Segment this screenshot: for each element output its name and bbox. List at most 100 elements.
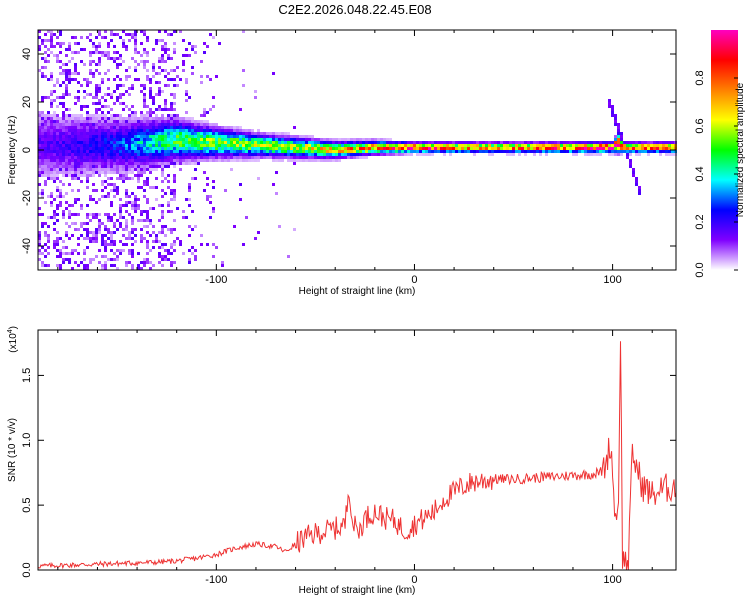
spectrogram-cell — [134, 33, 137, 36]
spectrogram-cell — [68, 45, 71, 48]
spectrogram-cell — [68, 69, 71, 72]
spectrogram-cell — [86, 81, 89, 84]
spectrogram-cell — [176, 75, 179, 78]
spectrogram-cell — [263, 135, 266, 138]
spectrogram-cell — [149, 135, 152, 138]
spectrogram-cell — [89, 153, 92, 156]
spectrogram-cell — [170, 132, 173, 135]
spectrogram-cell — [440, 147, 443, 150]
spectrogram-cell — [149, 120, 152, 123]
spectrogram-cell — [101, 111, 104, 114]
spectrogram-cell — [365, 150, 368, 153]
spectrogram-cell — [71, 138, 74, 141]
spectrogram-cell — [197, 138, 200, 141]
spectrogram-cell — [359, 156, 362, 159]
spectrogram-cell — [95, 144, 98, 147]
spectrogram-cell — [383, 147, 386, 150]
spectrogram-cell — [317, 144, 320, 147]
spectrogram-cell — [365, 153, 368, 156]
spectrogram-cell — [143, 210, 146, 213]
spectrogram-cell — [41, 165, 44, 168]
spectrogram-cell — [170, 102, 173, 105]
spectrogram-cell — [290, 159, 293, 162]
spectrogram-cell — [539, 141, 542, 144]
spectrogram-cell — [437, 141, 440, 144]
spectrogram-cell — [98, 102, 101, 105]
spectrogram-cell — [143, 261, 146, 264]
spectrogram-cell — [290, 135, 293, 138]
spectrogram-cell — [497, 144, 500, 147]
spectrogram-cell — [152, 117, 155, 120]
spectrogram-cell — [65, 231, 68, 234]
spectrogram-cell — [128, 33, 131, 36]
spectrogram-cell — [128, 141, 131, 144]
spectrogram-cell — [77, 174, 80, 177]
spectrogram-cell — [38, 156, 41, 159]
spectrogram-cell — [167, 150, 170, 153]
spectrogram-cell — [356, 144, 359, 147]
spectrogram-cell — [44, 231, 47, 234]
spectrogram-cell — [539, 144, 542, 147]
spectrogram-cell — [620, 135, 623, 138]
spectrogram-cell — [359, 147, 362, 150]
spectrogram-cell — [188, 135, 191, 138]
spectrogram-cell — [86, 246, 89, 249]
spectrogram-cell — [446, 144, 449, 147]
spectrogram-cell — [53, 180, 56, 183]
spectrogram-cell — [113, 51, 116, 54]
spectrogram-cell — [278, 153, 281, 156]
spectrogram-cell — [86, 132, 89, 135]
spectrogram-cell — [398, 153, 401, 156]
spectrogram-cell — [251, 150, 254, 153]
spectrogram-cell — [47, 171, 50, 174]
spectrogram-cell — [38, 231, 41, 234]
spectrogram-cell — [173, 69, 176, 72]
spectrogram-cell — [107, 177, 110, 180]
spectrogram-cell — [95, 126, 98, 129]
spectrogram-cell — [68, 120, 71, 123]
spectrogram-cell — [176, 114, 179, 117]
spectrogram-cell — [167, 84, 170, 87]
spectrogram-cell — [587, 144, 590, 147]
spectrogram-cell — [125, 243, 128, 246]
spectrogram-cell — [101, 81, 104, 84]
spectrogram-cell — [59, 192, 62, 195]
spectrogram-cell — [260, 156, 263, 159]
spectrogram-cell — [449, 153, 452, 156]
spectrogram-cell — [179, 30, 182, 33]
spectrogram-cell — [200, 60, 203, 63]
spectrogram-cell — [224, 150, 227, 153]
spectrogram-cell — [278, 159, 281, 162]
spectrogram-cell — [116, 120, 119, 123]
spectrogram-cell — [557, 141, 560, 144]
spectrogram-cell — [347, 156, 350, 159]
spectrogram-cell — [164, 102, 167, 105]
spectrogram-cell — [68, 144, 71, 147]
spectrogram-cell — [230, 129, 233, 132]
spectrogram-cell — [443, 150, 446, 153]
spectrogram-cell — [164, 69, 167, 72]
spectrogram-cell — [71, 132, 74, 135]
spectrogram-cell — [230, 156, 233, 159]
spectrogram-cell — [86, 150, 89, 153]
spectrogram-cell — [122, 117, 125, 120]
spectrogram-cell — [254, 147, 257, 150]
spectrogram-cell — [620, 138, 623, 141]
spectrogram-cell — [68, 252, 71, 255]
spectrogram-cell — [620, 141, 623, 144]
spectrogram-cell — [50, 99, 53, 102]
spectrogram-cell — [98, 213, 101, 216]
spectrogram-cell — [377, 138, 380, 141]
spectrogram-cell — [146, 183, 149, 186]
spectrogram-cell — [167, 114, 170, 117]
spectrogram-cell — [107, 126, 110, 129]
spectrogram-cell — [278, 141, 281, 144]
spectrogram-cell — [86, 264, 89, 267]
spectrogram-cell — [98, 174, 101, 177]
spectrogram-cell — [122, 42, 125, 45]
spectrogram-cell — [257, 135, 260, 138]
spectrogram-cell — [389, 147, 392, 150]
spectrogram-cell — [80, 171, 83, 174]
spectrogram-cell — [485, 147, 488, 150]
